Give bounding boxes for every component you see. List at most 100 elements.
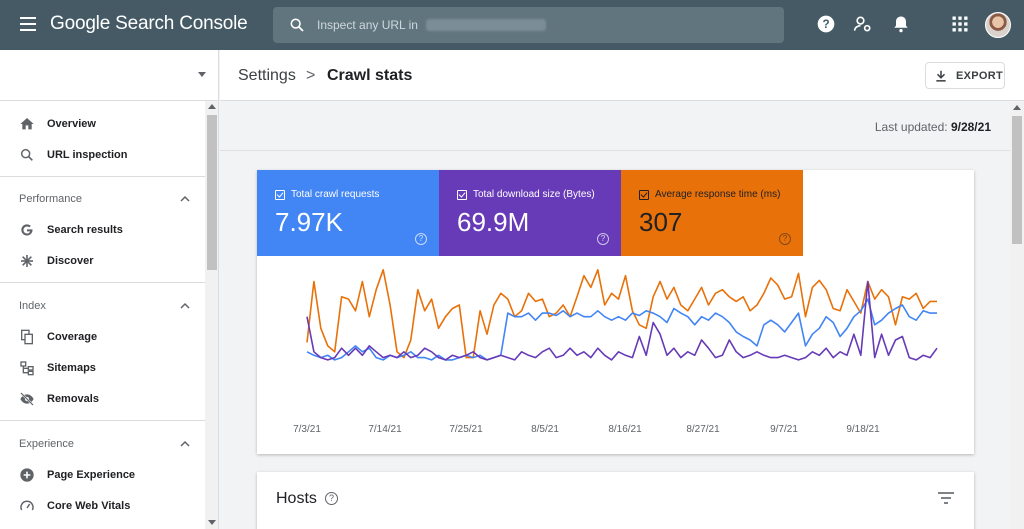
metric-value: 69.9M bbox=[457, 207, 530, 237]
help-icon[interactable]: ? bbox=[779, 233, 791, 245]
property-selector[interactable] bbox=[0, 50, 219, 101]
sidebar-item-coverage[interactable]: Coverage bbox=[0, 323, 205, 351]
crawl-stats-chart-card: Total crawl requests 7.97K ? Total downl… bbox=[257, 170, 974, 454]
manage-users-icon[interactable] bbox=[853, 14, 873, 34]
section-header-performance: Performance bbox=[19, 193, 82, 205]
x-tick-label: 8/5/21 bbox=[531, 424, 559, 435]
x-tick-label: 7/3/21 bbox=[293, 424, 321, 435]
breadcrumb-settings[interactable]: Settings bbox=[238, 67, 296, 84]
speedometer-icon bbox=[20, 500, 34, 511]
sidebar-item-label: Search results bbox=[47, 224, 123, 236]
crawl-stats-line-chart: 7/3/21 7/14/21 7/25/21 8/5/21 8/16/21 8/27/21… bbox=[293, 269, 938, 435]
last-updated-label: Last updated: bbox=[874, 120, 948, 134]
sidebar-item-overview[interactable]: Overview bbox=[0, 110, 205, 138]
main-menu-icon[interactable] bbox=[20, 17, 36, 31]
metric-tile-total-crawl-requests[interactable]: Total crawl requests 7.97K ? bbox=[257, 170, 439, 256]
help-icon[interactable]: ? bbox=[415, 233, 427, 245]
checkbox-icon[interactable] bbox=[275, 189, 285, 200]
main-scrollbar[interactable] bbox=[1010, 102, 1024, 529]
sitemap-icon bbox=[20, 361, 34, 376]
sidebar-item-search-results[interactable]: Search results bbox=[0, 216, 205, 244]
sidebar-scrollbar[interactable] bbox=[205, 101, 218, 529]
chevron-up-icon[interactable] bbox=[180, 439, 190, 449]
eye-off-icon bbox=[20, 392, 34, 406]
scrollbar-thumb[interactable] bbox=[1012, 116, 1022, 244]
series-line-1 bbox=[306, 298, 937, 361]
divider bbox=[0, 420, 205, 421]
user-avatar[interactable] bbox=[985, 12, 1011, 38]
metric-value: 307 bbox=[639, 207, 683, 237]
google-g-icon bbox=[21, 224, 33, 236]
pages-icon bbox=[21, 329, 33, 345]
search-icon bbox=[20, 148, 33, 161]
url-inspect-search-input[interactable]: Inspect any URL in bbox=[273, 7, 784, 43]
checkbox-icon[interactable] bbox=[639, 189, 649, 200]
x-tick-label: 9/7/21 bbox=[770, 424, 798, 435]
filter-icon[interactable] bbox=[938, 492, 954, 504]
sidebar-item-label: Page Experience bbox=[47, 469, 136, 481]
app-title[interactable]: Google Search Console bbox=[50, 13, 248, 34]
apps-icon[interactable] bbox=[950, 14, 970, 34]
sidebar-nav: Overview URL inspection Performance Sear… bbox=[0, 101, 219, 529]
section-header-experience: Experience bbox=[19, 438, 75, 450]
hosts-card: Hosts ? bbox=[257, 472, 974, 529]
search-icon bbox=[290, 18, 304, 32]
sidebar-item-discover[interactable]: Discover bbox=[0, 247, 205, 275]
page-title: Crawl stats bbox=[327, 67, 413, 84]
help-icon[interactable]: ? bbox=[325, 492, 338, 505]
export-button-label: EXPORT bbox=[956, 69, 1004, 82]
x-tick-label: 8/16/21 bbox=[608, 424, 642, 435]
metric-tile-total-download-size[interactable]: Total download size (Bytes) 69.9M ? bbox=[439, 170, 621, 256]
top-app-bar: Google Search Console Inspect any URL in… bbox=[0, 0, 1024, 50]
asterisk-icon bbox=[21, 255, 33, 267]
export-button[interactable]: EXPORT bbox=[925, 62, 1005, 89]
x-tick-label: 8/27/21 bbox=[686, 424, 720, 435]
page-header: Settings > Crawl stats EXPORT bbox=[220, 50, 1024, 101]
sidebar-item-core-web-vitals[interactable]: Core Web Vitals bbox=[0, 492, 205, 520]
sidebar-item-label: Overview bbox=[47, 118, 96, 130]
search-placeholder: Inspect any URL in bbox=[317, 18, 418, 32]
notifications-icon[interactable] bbox=[891, 14, 911, 34]
chevron-up-icon[interactable] bbox=[180, 194, 190, 204]
home-icon bbox=[20, 118, 34, 130]
divider bbox=[0, 176, 205, 177]
metric-label: Total download size (Bytes) bbox=[473, 189, 595, 200]
series-line-2 bbox=[306, 280, 938, 361]
divider bbox=[0, 282, 205, 283]
sidebar-item-url-inspection[interactable]: URL inspection bbox=[0, 141, 205, 169]
metric-value: 7.97K bbox=[275, 207, 343, 237]
sidebar-item-removals[interactable]: Removals bbox=[0, 385, 205, 413]
redacted-property-url bbox=[425, 19, 546, 31]
sidebar-item-page-experience[interactable]: Page Experience bbox=[0, 461, 205, 489]
help-icon[interactable]: ? bbox=[597, 233, 609, 245]
last-updated-bar: Last updated: 9/28/21 bbox=[220, 102, 1010, 151]
scroll-down-arrow-icon[interactable] bbox=[208, 520, 216, 525]
x-tick-label: 7/14/21 bbox=[368, 424, 402, 435]
section-header-index: Index bbox=[19, 300, 46, 312]
sidebar-item-label: Sitemaps bbox=[47, 362, 96, 374]
breadcrumb-separator: > bbox=[306, 67, 316, 84]
chevron-up-icon[interactable] bbox=[180, 301, 190, 311]
scroll-up-arrow-icon[interactable] bbox=[1013, 105, 1021, 110]
sidebar-item-label: URL inspection bbox=[47, 149, 128, 161]
metric-tile-average-response-time[interactable]: Average response time (ms) 307 ? bbox=[621, 170, 803, 256]
dropdown-arrow-icon bbox=[198, 72, 206, 77]
x-tick-label: 9/18/21 bbox=[846, 424, 880, 435]
hosts-title: Hosts bbox=[276, 490, 317, 507]
download-icon bbox=[936, 70, 946, 82]
x-tick-label: 7/25/21 bbox=[449, 424, 483, 435]
main-content: Last updated: 9/28/21 Total crawl reques… bbox=[220, 102, 1010, 529]
sidebar-item-label: Removals bbox=[47, 393, 99, 405]
series-line-0 bbox=[306, 269, 937, 359]
last-updated-date: 9/28/21 bbox=[950, 120, 991, 134]
sidebar-item-sitemaps[interactable]: Sitemaps bbox=[0, 354, 205, 382]
metric-label: Total crawl requests bbox=[291, 189, 380, 200]
scrollbar-thumb[interactable] bbox=[207, 115, 217, 270]
scroll-up-arrow-icon[interactable] bbox=[208, 104, 216, 109]
metric-label: Average response time (ms) bbox=[655, 189, 781, 200]
help-icon[interactable]: ? bbox=[816, 14, 836, 34]
checkbox-icon[interactable] bbox=[457, 189, 467, 200]
svg-text:?: ? bbox=[822, 18, 829, 31]
plus-circle-icon bbox=[20, 468, 34, 482]
sidebar-item-label: Coverage bbox=[47, 331, 98, 343]
